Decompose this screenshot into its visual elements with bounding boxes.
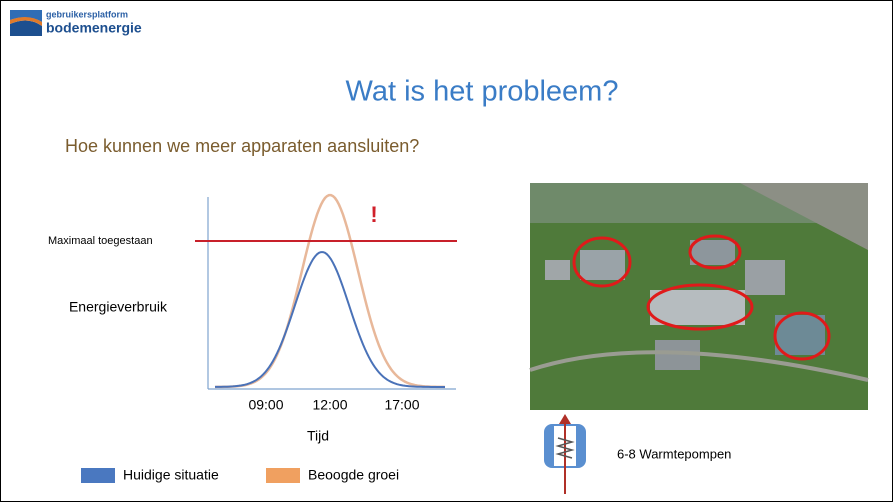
y-label: Energieverbruik — [69, 299, 168, 315]
aerial-photo — [530, 183, 868, 410]
logo: gebruikersplatform bodemenergie — [10, 9, 142, 36]
x-tick-label: 17:00 — [384, 397, 419, 413]
legend-swatch — [81, 468, 115, 483]
slide: gebruikersplatform bodemenergie Wat is h… — [0, 0, 893, 502]
x-label: Tijd — [307, 428, 329, 444]
threshold-label: Maximaal toegestaan — [48, 235, 153, 247]
legend-label: Huidige situatie — [123, 467, 219, 483]
alert: ! — [370, 202, 377, 227]
x-tick-label: 09:00 — [248, 397, 283, 413]
photo-caption: 6-8 Warmtepompen — [617, 446, 731, 461]
title: Wat is het probleem? — [346, 76, 619, 108]
legend-swatch — [266, 468, 300, 483]
logo-line1: gebruikersplatform — [46, 9, 128, 19]
subtitle: Hoe kunnen we meer apparaten aansluiten? — [65, 136, 419, 156]
legend-label: Beoogde groei — [308, 467, 399, 483]
x-tick-label: 12:00 — [312, 397, 347, 413]
logo-line2: bodemenergie — [46, 20, 142, 36]
